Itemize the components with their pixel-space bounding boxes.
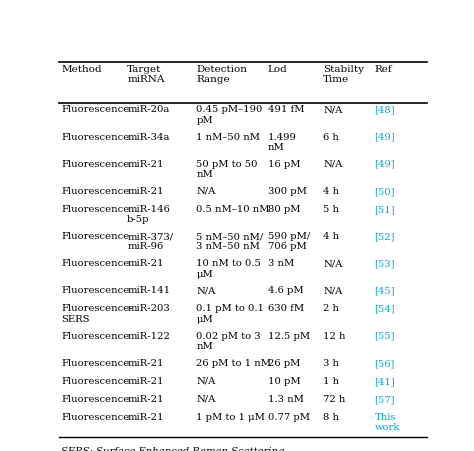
Text: 5 h: 5 h xyxy=(323,204,339,213)
Text: [41]: [41] xyxy=(374,376,395,385)
Text: 72 h: 72 h xyxy=(323,394,346,403)
Text: 16 pM: 16 pM xyxy=(268,159,301,168)
Text: This
work: This work xyxy=(374,412,400,432)
Text: Fluorescence: Fluorescence xyxy=(61,186,129,195)
Text: Method: Method xyxy=(61,64,102,74)
Text: 4 h: 4 h xyxy=(323,186,339,195)
Text: miR-141: miR-141 xyxy=(127,286,170,295)
Text: 6 h: 6 h xyxy=(323,132,339,141)
Text: 26 pM to 1 nM: 26 pM to 1 nM xyxy=(196,358,271,367)
Text: miR-21: miR-21 xyxy=(127,412,164,421)
Text: 26 pM: 26 pM xyxy=(268,358,301,367)
Text: miR-21: miR-21 xyxy=(127,259,164,267)
Text: 0.45 pM–190
pM: 0.45 pM–190 pM xyxy=(196,105,263,124)
Text: Stabilty
Time: Stabilty Time xyxy=(323,64,364,84)
Text: 12 h: 12 h xyxy=(323,331,346,340)
Text: 3 h: 3 h xyxy=(323,358,339,367)
Text: miR-21: miR-21 xyxy=(127,376,164,385)
Text: Fluorescence: Fluorescence xyxy=(61,105,129,114)
Text: miR-122: miR-122 xyxy=(127,331,170,340)
Text: 4 h: 4 h xyxy=(323,231,339,240)
Text: miR-34a: miR-34a xyxy=(127,132,170,141)
Text: [45]: [45] xyxy=(374,286,395,295)
Text: miR-21: miR-21 xyxy=(127,159,164,168)
Text: Fluorescence: Fluorescence xyxy=(61,159,129,168)
Text: Fluorescence: Fluorescence xyxy=(61,394,129,403)
Text: [48]: [48] xyxy=(374,105,395,114)
Text: [52]: [52] xyxy=(374,231,395,240)
Text: Target
miRNA: Target miRNA xyxy=(127,64,164,84)
Text: Ref: Ref xyxy=(374,64,392,74)
Text: N/A: N/A xyxy=(323,105,342,114)
Text: 3 nM: 3 nM xyxy=(268,259,294,267)
Text: 1 nM–50 nM: 1 nM–50 nM xyxy=(196,132,260,141)
Text: 0.1 pM to 0.1
μM: 0.1 pM to 0.1 μM xyxy=(196,304,264,323)
Text: N/A: N/A xyxy=(323,159,342,168)
Text: 1.499
nM: 1.499 nM xyxy=(268,132,297,152)
Text: 80 pM: 80 pM xyxy=(268,204,301,213)
Text: Fluorescence: Fluorescence xyxy=(61,259,129,267)
Text: 1 pM to 1 μM: 1 pM to 1 μM xyxy=(196,412,265,421)
Text: Fluorescence: Fluorescence xyxy=(61,286,129,295)
Text: [56]: [56] xyxy=(374,358,395,367)
Text: 1.3 nM: 1.3 nM xyxy=(268,394,304,403)
Text: 590 pM/
706 pM: 590 pM/ 706 pM xyxy=(268,231,310,251)
Text: 0.77 pM: 0.77 pM xyxy=(268,412,310,421)
Text: N/A: N/A xyxy=(323,286,342,295)
Text: 5 nM–50 nM/
3 nM–50 nM: 5 nM–50 nM/ 3 nM–50 nM xyxy=(196,231,264,251)
Text: [54]: [54] xyxy=(374,304,395,313)
Text: Fluorescence: Fluorescence xyxy=(61,358,129,367)
Text: [53]: [53] xyxy=(374,259,395,267)
Text: Lod: Lod xyxy=(268,64,288,74)
Text: SERS: Surface Enhanced Raman Scattering.: SERS: Surface Enhanced Raman Scattering. xyxy=(61,446,288,451)
Text: 300 pM: 300 pM xyxy=(268,186,307,195)
Text: [51]: [51] xyxy=(374,204,395,213)
Text: Fluorescence: Fluorescence xyxy=(61,231,129,240)
Text: 2 h: 2 h xyxy=(323,304,339,313)
Text: Fluorescence: Fluorescence xyxy=(61,132,129,141)
Text: [49]: [49] xyxy=(374,159,395,168)
Text: 0.5 nM–10 nM: 0.5 nM–10 nM xyxy=(196,204,270,213)
Text: 630 fM: 630 fM xyxy=(268,304,304,313)
Text: 491 fM: 491 fM xyxy=(268,105,304,114)
Text: Detection
Range: Detection Range xyxy=(196,64,247,84)
Text: [49]: [49] xyxy=(374,132,395,141)
Text: Fluorescence: Fluorescence xyxy=(61,204,129,213)
Text: N/A: N/A xyxy=(323,259,342,267)
Text: miR-21: miR-21 xyxy=(127,358,164,367)
Text: 4.6 pM: 4.6 pM xyxy=(268,286,303,295)
Text: miR-146
b-5p: miR-146 b-5p xyxy=(127,204,170,224)
Text: 1 h: 1 h xyxy=(323,376,339,385)
Text: 50 pM to 50
nM: 50 pM to 50 nM xyxy=(196,159,258,179)
Text: miR-21: miR-21 xyxy=(127,186,164,195)
Text: [55]: [55] xyxy=(374,331,395,340)
Text: Fluorescence: Fluorescence xyxy=(61,331,129,340)
Text: Fluorescence: Fluorescence xyxy=(61,412,129,421)
Text: miR-373/
miR-96: miR-373/ miR-96 xyxy=(127,231,173,251)
Text: N/A: N/A xyxy=(196,186,216,195)
Text: [50]: [50] xyxy=(374,186,395,195)
Text: 10 pM: 10 pM xyxy=(268,376,301,385)
Text: Fluorescence: Fluorescence xyxy=(61,376,129,385)
Text: [57]: [57] xyxy=(374,394,395,403)
Text: 10 nM to 0.5
μM: 10 nM to 0.5 μM xyxy=(196,259,261,278)
Text: Fluorescence-
SERS: Fluorescence- SERS xyxy=(61,304,133,323)
Text: N/A: N/A xyxy=(196,394,216,403)
Text: miR-21: miR-21 xyxy=(127,394,164,403)
Text: N/A: N/A xyxy=(196,376,216,385)
Text: 12.5 pM: 12.5 pM xyxy=(268,331,310,340)
Text: N/A: N/A xyxy=(196,286,216,295)
Text: 0.02 pM to 3
nM: 0.02 pM to 3 nM xyxy=(196,331,261,350)
Text: miR-20a: miR-20a xyxy=(127,105,170,114)
Text: miR-203: miR-203 xyxy=(127,304,170,313)
Text: 8 h: 8 h xyxy=(323,412,339,421)
